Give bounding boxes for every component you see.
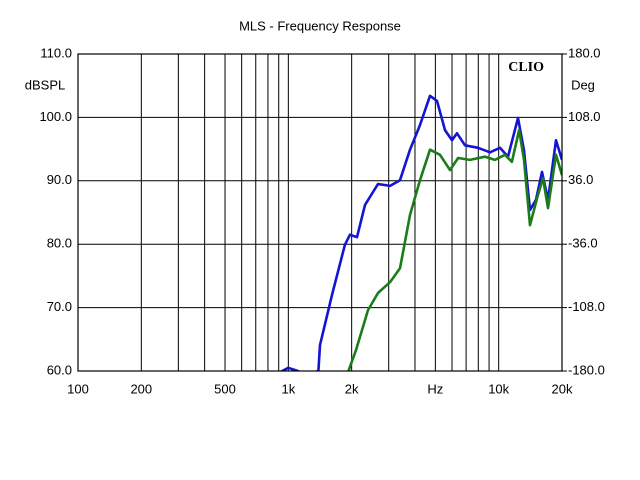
plot-frame (77, 53, 563, 372)
x-tick-label: 1k (281, 381, 295, 396)
series-line (347, 128, 562, 371)
x-tick-label: 200 (130, 381, 152, 396)
y2-tick-label: -36.0 (568, 236, 598, 251)
x-tick-label: 10k (488, 381, 509, 396)
x-tick-label: 20k (552, 381, 573, 396)
x-tick-label: 500 (214, 381, 236, 396)
y2-axis-label: Deg (571, 77, 595, 92)
clio-label: CLIO (508, 60, 544, 75)
y-axis-label: dBSPL (25, 77, 65, 92)
y-tick-label: 60.0 (47, 362, 72, 377)
x-tick-label: Hz (427, 381, 443, 396)
grid (77, 53, 563, 372)
x-tick-label: 100 (67, 381, 89, 396)
y2-tick-label: 108.0 (568, 109, 601, 124)
plot-lines (279, 94, 562, 371)
y2-tick-label: -180.0 (568, 362, 605, 377)
y-tick-label: 90.0 (47, 172, 72, 187)
x-tick-label: 2k (345, 381, 359, 396)
y-tick-label: 70.0 (47, 299, 72, 314)
chart-title: MLS - Frequency Response (239, 18, 401, 33)
y2-tick-label: 180.0 (568, 45, 601, 60)
y2-tick-label: -108.0 (568, 299, 605, 314)
y-tick-label: 100.0 (39, 109, 72, 124)
y-tick-label: 110.0 (40, 45, 72, 60)
y2-tick-label: 36.0 (568, 172, 593, 187)
y-tick-label: 80.0 (47, 236, 72, 251)
